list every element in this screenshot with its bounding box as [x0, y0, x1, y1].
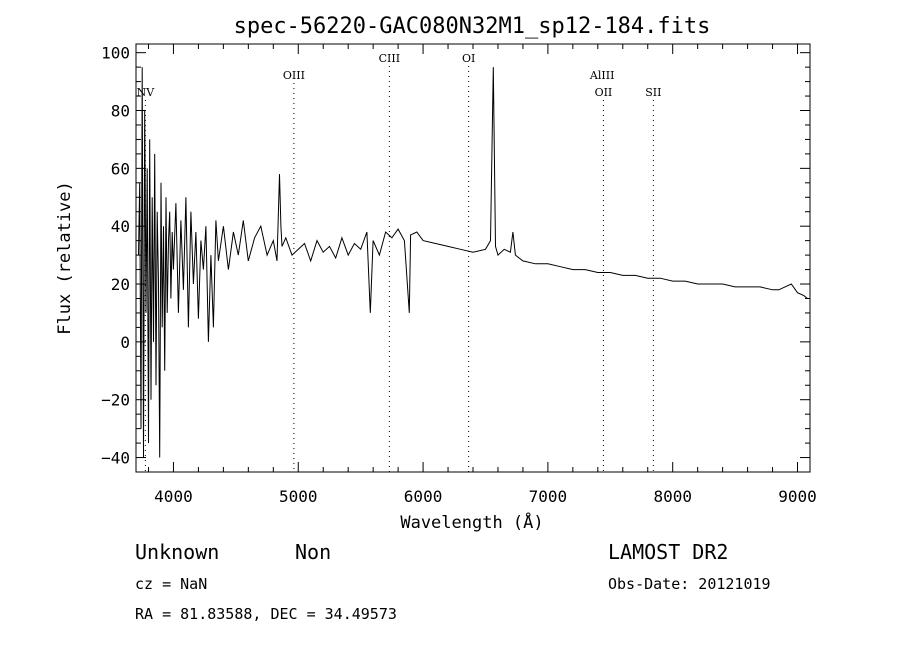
line-marker-label: SII — [645, 86, 661, 99]
line-marker-label: CIII — [379, 52, 400, 65]
coordinates: RA = 81.83588, DEC = 34.49573 — [135, 605, 397, 623]
y-tick-label: −20 — [101, 391, 130, 410]
y-axis: −40 −20 0 20 40 60 80 100 — [101, 44, 810, 468]
cz-value: cz = NaN — [135, 575, 207, 593]
y-tick-label: 80 — [111, 102, 130, 121]
y-tick-label: 100 — [101, 44, 130, 63]
series-layer — [138, 67, 808, 458]
y-tick-label: 40 — [111, 217, 130, 236]
line-marker-label: OII — [595, 86, 613, 99]
survey-name: LAMOST DR2 — [608, 540, 728, 564]
obs-date: Obs-Date: 20121019 — [608, 575, 771, 593]
line-marker-label: OIII — [283, 69, 305, 82]
x-tick-label: 9000 — [778, 487, 817, 506]
x-tick-label: 7000 — [529, 487, 568, 506]
y-tick-label: −40 — [101, 449, 130, 468]
x-axis: 4000 5000 6000 7000 8000 9000 — [147, 44, 817, 506]
x-tick-label: 4000 — [154, 487, 193, 506]
y-tick-label: 60 — [111, 159, 130, 178]
spectrum-line — [138, 67, 808, 458]
chart-title: spec-56220-GAC080N32M1_sp12-184.fits — [234, 14, 711, 39]
line-marker-label: NV — [137, 86, 156, 99]
y-tick-label: 20 — [111, 275, 130, 294]
plot-frame — [135, 43, 811, 473]
x-tick-label: 8000 — [653, 487, 692, 506]
y-tick-label: 0 — [120, 333, 130, 352]
object-class: Unknown — [135, 540, 219, 564]
x-tick-label: 6000 — [404, 487, 443, 506]
object-subclass: Non — [295, 540, 331, 564]
x-tick-label: 5000 — [279, 487, 318, 506]
line-marker-label: OI — [462, 52, 475, 65]
x-axis-label: Wavelength (Å) — [400, 511, 543, 533]
line-marker-label: AlIII — [589, 69, 615, 82]
y-axis-label: Flux (relative) — [55, 181, 75, 335]
